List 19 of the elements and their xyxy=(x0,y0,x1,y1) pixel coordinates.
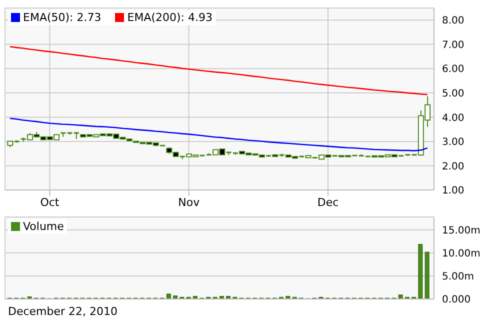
y-tick-label: 3.00 xyxy=(442,137,464,148)
y-tick-label: 6.00 xyxy=(442,64,464,76)
legend-label: EMA(50): 2.73 xyxy=(23,11,102,24)
y-tick-label: 5.00 xyxy=(442,88,464,100)
y-tick-label: 10.00m xyxy=(442,248,480,260)
y-tick-label: 4.00 xyxy=(442,112,464,124)
y-tick-label: 7.00 xyxy=(442,40,464,51)
legend-label: EMA(200): 4.93 xyxy=(127,11,212,24)
text: December 22, 2010 xyxy=(8,305,118,318)
x-tick-label: Nov xyxy=(178,196,200,209)
x-tick-label: Dec xyxy=(317,196,339,209)
y-tick-label: 5.00m xyxy=(442,272,474,283)
y-tick-label: 2.00 xyxy=(442,161,464,172)
y-tick-label: 15.00m xyxy=(442,225,480,236)
y-tick-label: 0.000 xyxy=(442,294,471,306)
x-tick-label: Oct xyxy=(40,196,60,209)
legend-label: Volume xyxy=(23,220,64,233)
y-tick-label: 8.00 xyxy=(442,16,464,27)
y-tick-label: 1.00 xyxy=(442,186,464,197)
